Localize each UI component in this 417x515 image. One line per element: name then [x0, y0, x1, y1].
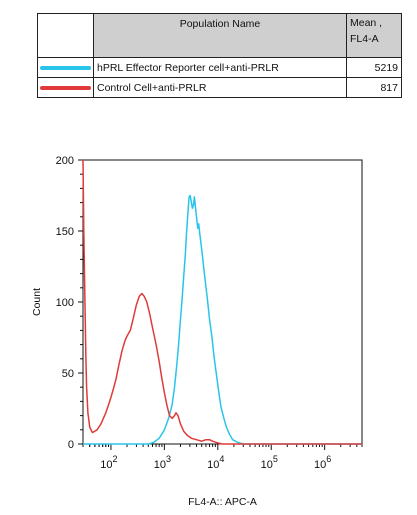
legend-table: Population Name Mean , FL4-A hPRL Effecto… — [37, 13, 402, 98]
y-tick-label: 0 — [68, 439, 74, 451]
legend-header-mean: Mean , FL4-A — [346, 13, 402, 58]
x-tick-label: 103 — [154, 454, 171, 471]
chart-series — [82, 159, 362, 445]
legend-row: hPRL Effector Reporter cell+anti-PRLR 52… — [37, 57, 402, 78]
legend-swatch — [40, 85, 91, 90]
legend-header-name: Population Name — [93, 13, 347, 58]
legend-header-mean-line1: Mean , — [350, 17, 383, 29]
x-axis-title: FL4-A:: APC-A — [188, 496, 257, 508]
legend-swatch — [40, 65, 91, 70]
chart-axes — [78, 159, 363, 450]
y-tick-label: 150 — [56, 226, 74, 238]
legend-header-mean-line2: FL4-A — [350, 33, 379, 45]
legend-row: Control Cell+anti-PRLR 817 — [37, 77, 402, 98]
y-axis-title: Count — [31, 288, 43, 316]
plot-frame — [82, 159, 363, 445]
legend-row-name: hPRL Effector Reporter cell+anti-PRLR — [93, 57, 347, 78]
x-tick-label: 105 — [261, 454, 278, 471]
y-tick-label: 200 — [56, 155, 74, 167]
x-tick-label: 102 — [100, 454, 117, 471]
legend-row-name: Control Cell+anti-PRLR — [93, 77, 347, 98]
y-tick-label: 50 — [62, 368, 74, 380]
series-line-1 — [82, 159, 362, 445]
series-line-0 — [83, 194, 362, 445]
legend-swatch-cell — [37, 77, 94, 98]
legend-header-blank — [37, 13, 94, 58]
legend-row-mean: 817 — [346, 77, 402, 98]
legend-header-row: Population Name Mean , FL4-A — [37, 13, 402, 58]
y-tick-label: 100 — [56, 297, 74, 309]
x-tick-label: 106 — [314, 454, 331, 471]
x-tick-label: 104 — [207, 454, 224, 471]
